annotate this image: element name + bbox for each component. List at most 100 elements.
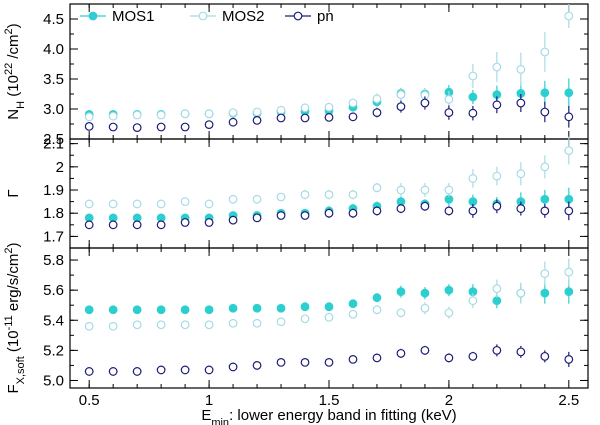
data-point [228, 194, 238, 204]
data-point [396, 308, 406, 318]
data-point [516, 204, 526, 213]
data-point [84, 321, 94, 331]
data-point [84, 367, 94, 376]
data-point [324, 208, 334, 218]
x-tick-label: 2 [445, 392, 453, 409]
data-point [204, 320, 214, 330]
data-point [156, 122, 166, 132]
data-point [396, 348, 406, 358]
data-point [396, 185, 406, 195]
data-point [156, 220, 166, 230]
data-point [492, 296, 502, 306]
data-point [420, 98, 430, 108]
data-point [540, 88, 550, 98]
data-point [276, 317, 286, 327]
data-point [108, 220, 118, 230]
data-point [204, 199, 214, 209]
data-point [372, 305, 382, 315]
data-point [492, 100, 502, 110]
data-point [300, 113, 310, 123]
y-axis-label: Γ [5, 189, 22, 197]
data-point [468, 174, 478, 183]
y-tick-label: 5.4 [43, 312, 64, 329]
data-point [516, 98, 526, 108]
data-point [300, 190, 310, 200]
data-point [252, 213, 262, 223]
data-point [372, 206, 382, 216]
data-point [564, 287, 574, 297]
data-point [276, 211, 286, 220]
data-point [564, 88, 574, 98]
data-point [204, 109, 214, 119]
legend-entry-mos1: MOS1 [80, 8, 155, 25]
data-point [84, 305, 94, 315]
data-point [444, 206, 454, 216]
data-point [372, 293, 382, 303]
data-point [84, 199, 94, 209]
data-point [372, 183, 382, 193]
data-point [276, 303, 286, 313]
y-tick-label: 4.5 [43, 11, 64, 28]
data-point [540, 269, 550, 278]
data-point [420, 303, 430, 313]
data-point [420, 201, 430, 211]
data-point [276, 105, 286, 115]
series-mos2-flux [84, 258, 574, 331]
data-point [132, 123, 142, 132]
data-point [132, 320, 142, 330]
data-point [396, 90, 406, 99]
series-pn-flux [84, 344, 574, 376]
data-point [204, 120, 214, 129]
data-point [156, 305, 166, 315]
data-point [324, 302, 334, 312]
data-point [132, 199, 142, 209]
y-axis-label: NH (1022 /cm2) [3, 23, 27, 119]
data-point [348, 98, 358, 108]
legend-marker [293, 11, 303, 21]
data-point [180, 197, 190, 207]
data-point [180, 109, 190, 119]
x-tick-label: 1 [205, 392, 213, 409]
data-point [132, 305, 142, 315]
series-mos2-nh [84, 4, 574, 122]
data-point [276, 113, 286, 123]
data-point [444, 285, 454, 295]
data-point [108, 321, 118, 331]
y-tick-label: 5.2 [43, 342, 64, 359]
data-point [564, 112, 574, 122]
data-point [420, 185, 430, 195]
data-point [156, 365, 166, 375]
y-axis-label: FX,soft (10-11 erg/s/cm2) [3, 242, 27, 393]
data-point [420, 345, 430, 355]
data-point [300, 302, 310, 312]
data-point [468, 206, 478, 216]
data-point [468, 108, 478, 118]
data-point [348, 208, 358, 218]
data-point [540, 162, 550, 172]
panel-gamma: 1.7 1.8 1.9 2 2.1 Γ [5, 136, 589, 249]
y-tick-label: 2.5 [43, 131, 64, 148]
data-point [180, 305, 190, 315]
y-tick-label: 3.5 [43, 71, 64, 88]
data-point [252, 115, 262, 125]
data-point [540, 288, 550, 298]
data-point [108, 305, 118, 315]
data-point [228, 303, 238, 313]
data-point [444, 94, 454, 104]
data-point [444, 353, 454, 363]
data-point [180, 365, 190, 375]
data-point [324, 358, 334, 367]
data-point [444, 185, 454, 195]
y-tick-label: 5.8 [43, 252, 64, 269]
data-point [228, 108, 238, 117]
data-point [276, 192, 286, 202]
data-point [540, 107, 550, 117]
data-point [564, 267, 574, 277]
legend-entry-pn: pn [285, 8, 334, 25]
data-point [108, 199, 118, 209]
data-point [108, 122, 118, 132]
data-point [564, 146, 574, 155]
legend: MOS1 MOS2 pn [80, 8, 334, 25]
panel-flux: 5.0 5.2 5.4 5.6 5.8 FX,soft (10-11 erg/s/cm2) [3, 242, 589, 394]
